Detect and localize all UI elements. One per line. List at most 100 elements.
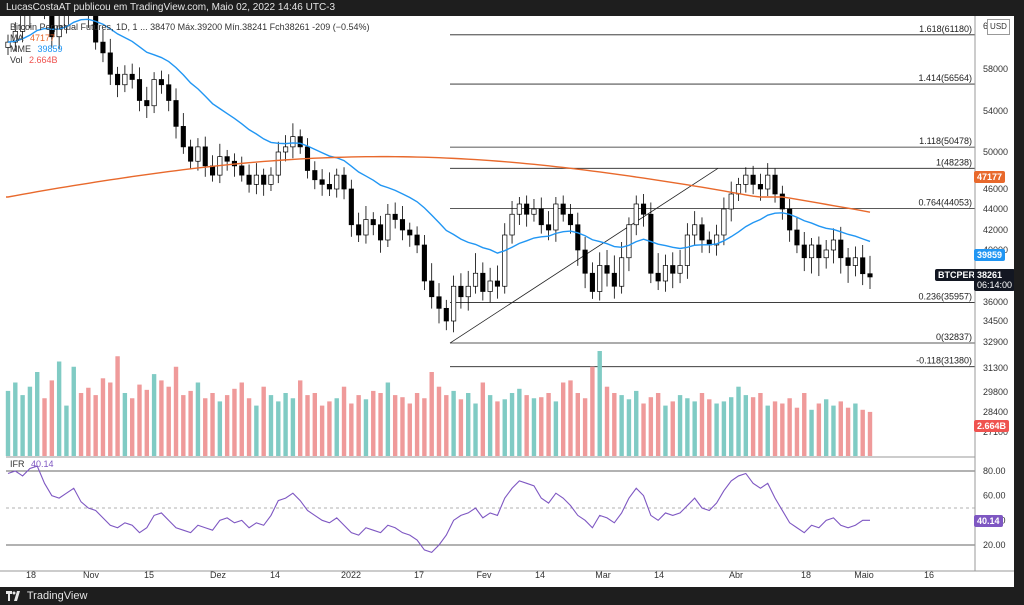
volume-bar (495, 401, 500, 456)
candle-body (253, 174, 259, 185)
volume-bar (714, 403, 719, 456)
volume-bar (56, 361, 62, 456)
volume-bar (860, 409, 865, 456)
candle-body (830, 239, 837, 251)
candle-body (677, 265, 683, 274)
candle-body (692, 224, 698, 236)
candle-body (166, 84, 172, 101)
volume-bar (802, 393, 807, 456)
candle-body (867, 273, 873, 278)
candle-body (436, 296, 442, 309)
candle-body (392, 213, 398, 220)
candle-body (144, 100, 150, 107)
ma-price-tag: 47177 (974, 171, 1006, 183)
volume-bar (327, 401, 332, 456)
volume-bar (568, 380, 573, 456)
volume-bar (334, 398, 339, 456)
candle-body (107, 52, 113, 75)
volume-bar (20, 395, 25, 456)
volume-bar (392, 395, 398, 456)
candle-body (567, 213, 574, 226)
price-tick-label: 42000 (983, 225, 1008, 235)
volume-bar (349, 403, 354, 456)
volume-bar (283, 393, 288, 456)
candle-body (414, 234, 420, 246)
candle-body (334, 174, 340, 190)
candle-body (794, 229, 800, 246)
rsi-line (7, 465, 870, 554)
volume-bar (539, 397, 544, 456)
candle-body (443, 307, 449, 322)
candle-body (370, 219, 376, 226)
candle-body (816, 244, 822, 259)
candle-body (202, 146, 208, 167)
volume-bar (707, 399, 712, 456)
candle-body (750, 174, 756, 185)
candle-body (188, 146, 194, 162)
volume-bar (502, 399, 507, 456)
volume-bar (261, 386, 266, 456)
vol-value: 2.664B (29, 55, 58, 65)
candle-body (809, 244, 815, 259)
ema-line (7, 18, 871, 254)
volume-bar (473, 403, 478, 456)
vol-label: Vol (10, 55, 23, 65)
volume-bar (341, 386, 347, 456)
volume-bar (677, 395, 683, 456)
volume-bar (166, 386, 171, 456)
volume-bar (634, 390, 639, 456)
candle-body (378, 224, 384, 241)
time-tick-label: Mar (595, 570, 611, 580)
time-tick-label: Abr (729, 570, 743, 580)
volume-bar (49, 380, 55, 456)
volume-bar (838, 401, 843, 456)
volume-bar (692, 401, 697, 456)
candle-body (297, 136, 303, 148)
fib-level-label: 1.414(56564) (918, 73, 972, 83)
time-tick-label: Maio (854, 570, 874, 580)
candle-body (655, 272, 661, 282)
chart-canvas[interactable]: 1.618(61180) 1.414(56564) 1.118(50478) 1(48… (0, 16, 1014, 587)
time-tick-label: 15 (144, 570, 154, 580)
volume-bar (626, 399, 632, 456)
candle-body (246, 174, 252, 185)
candle-body (209, 165, 216, 176)
candle-body (589, 272, 595, 292)
volume-bar (663, 405, 668, 456)
candle-body (838, 239, 844, 259)
candle-body (743, 174, 749, 185)
candle-body (626, 224, 632, 259)
volume-bar (765, 405, 770, 456)
candle-body (5, 41, 11, 48)
symbol-line: Bitcoin Perpetual Futures, 1D, 1 ... 384… (10, 22, 370, 32)
volume-bar (721, 401, 727, 456)
volume-bars (5, 351, 873, 456)
volume-bar (699, 393, 705, 456)
volume-bar (268, 395, 274, 456)
time-tick-label: 2022 (341, 570, 361, 580)
volume-bar (517, 388, 522, 456)
last-price: 38261 (977, 270, 1003, 280)
volume-bar (239, 382, 244, 456)
volume-bar (356, 395, 361, 456)
volume-bar (582, 398, 588, 456)
volume-bar (319, 405, 325, 456)
volume-bar (655, 393, 661, 456)
fib-level-label: 1.118(50478) (919, 136, 972, 146)
candle-body (20, 16, 26, 32)
volume-bar (129, 398, 135, 456)
volume-bar (816, 403, 822, 456)
volume-bar (414, 393, 420, 456)
volume-bar (363, 399, 369, 456)
volume-bar (560, 382, 566, 456)
fib-level-label: 0.236(35957) (918, 292, 972, 302)
candle-body (283, 146, 289, 153)
mme-label: MME (10, 44, 31, 54)
candle-body (611, 272, 617, 287)
candle-body (451, 285, 457, 322)
candle-body (151, 79, 157, 107)
moving-averages (6, 18, 871, 254)
candle-body (56, 25, 62, 38)
volume-bar (407, 403, 412, 456)
price-tick-label: 54000 (983, 106, 1008, 116)
